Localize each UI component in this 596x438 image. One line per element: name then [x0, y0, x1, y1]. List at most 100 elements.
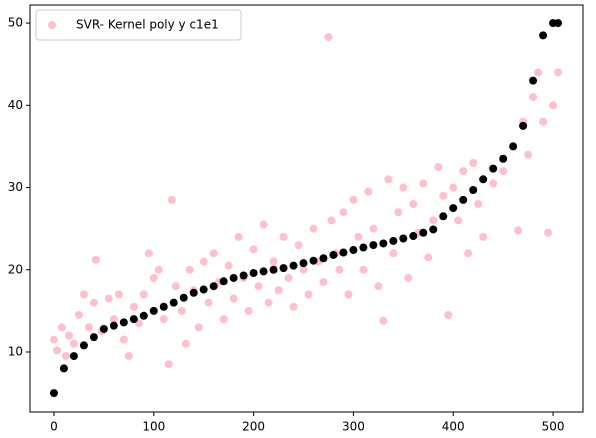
- point: [194, 323, 203, 332]
- point: [259, 267, 268, 276]
- legend-box: [35, 9, 242, 41]
- point: [139, 311, 148, 320]
- point: [49, 335, 58, 344]
- point: [554, 68, 563, 77]
- point: [199, 285, 208, 294]
- point: [399, 183, 408, 192]
- point: [279, 232, 288, 241]
- point: [369, 224, 378, 233]
- point: [339, 208, 348, 217]
- point: [324, 33, 333, 42]
- point: [359, 265, 368, 274]
- point: [264, 298, 273, 307]
- point: [209, 282, 218, 291]
- point: [79, 290, 88, 299]
- point: [219, 277, 228, 286]
- point: [199, 257, 208, 266]
- point: [229, 273, 238, 282]
- point: [479, 232, 488, 241]
- point: [159, 315, 168, 324]
- point: [57, 323, 66, 332]
- point: [327, 216, 336, 225]
- legend-label: SVR- Kernel poly y c1e1: [76, 18, 219, 32]
- point: [244, 306, 253, 315]
- point: [429, 216, 438, 225]
- point: [279, 264, 288, 273]
- point: [167, 195, 176, 204]
- point: [499, 167, 508, 176]
- point: [319, 254, 328, 263]
- point: [449, 204, 458, 213]
- point: [74, 310, 83, 319]
- y-tick-label: 40: [8, 98, 23, 112]
- point: [52, 346, 61, 355]
- point: [84, 323, 93, 332]
- x-tick-label: 0: [50, 420, 58, 434]
- point: [509, 142, 518, 151]
- point: [164, 360, 173, 369]
- point: [171, 282, 180, 291]
- point: [234, 232, 243, 241]
- point: [129, 302, 138, 311]
- point: [409, 232, 418, 241]
- point: [539, 31, 548, 40]
- point: [269, 265, 278, 274]
- point: [224, 261, 233, 270]
- point: [349, 195, 358, 204]
- point: [259, 220, 268, 229]
- point: [384, 175, 393, 184]
- point: [64, 331, 73, 340]
- point: [449, 183, 458, 192]
- y-tick-label: 30: [8, 180, 23, 194]
- point: [489, 164, 498, 173]
- point: [299, 265, 308, 274]
- point: [339, 248, 348, 257]
- point: [404, 273, 413, 282]
- point: [439, 212, 448, 221]
- point: [139, 290, 148, 299]
- point: [409, 199, 418, 208]
- point: [389, 249, 398, 258]
- point: [389, 236, 398, 245]
- point: [269, 257, 278, 266]
- point: [249, 269, 258, 278]
- point: [294, 241, 303, 250]
- point: [177, 306, 186, 315]
- point: [394, 208, 403, 217]
- point: [309, 256, 318, 265]
- point: [419, 228, 428, 237]
- point: [549, 101, 558, 110]
- y-tick-label: 10: [8, 344, 23, 358]
- point: [514, 226, 523, 235]
- x-tick-label: 100: [142, 420, 165, 434]
- point: [284, 273, 293, 282]
- x-tick-label: 500: [542, 420, 565, 434]
- point: [249, 245, 258, 254]
- point: [119, 318, 128, 327]
- point: [444, 310, 453, 319]
- point: [529, 76, 538, 85]
- legend-marker: [48, 21, 56, 29]
- point: [239, 271, 248, 280]
- point: [254, 282, 263, 291]
- point: [464, 249, 473, 258]
- point: [89, 333, 98, 342]
- point: [369, 241, 378, 250]
- point: [154, 265, 163, 274]
- y-tick-label: 50: [8, 16, 23, 30]
- point: [439, 191, 448, 200]
- point: [399, 234, 408, 243]
- point: [374, 282, 383, 291]
- point: [469, 158, 478, 167]
- point: [519, 121, 528, 130]
- point: [159, 302, 168, 311]
- point: [554, 19, 563, 28]
- point: [119, 335, 128, 344]
- point: [534, 68, 543, 77]
- point: [299, 259, 308, 268]
- point: [419, 179, 428, 188]
- point: [109, 321, 118, 330]
- point: [104, 294, 113, 303]
- point: [219, 315, 228, 324]
